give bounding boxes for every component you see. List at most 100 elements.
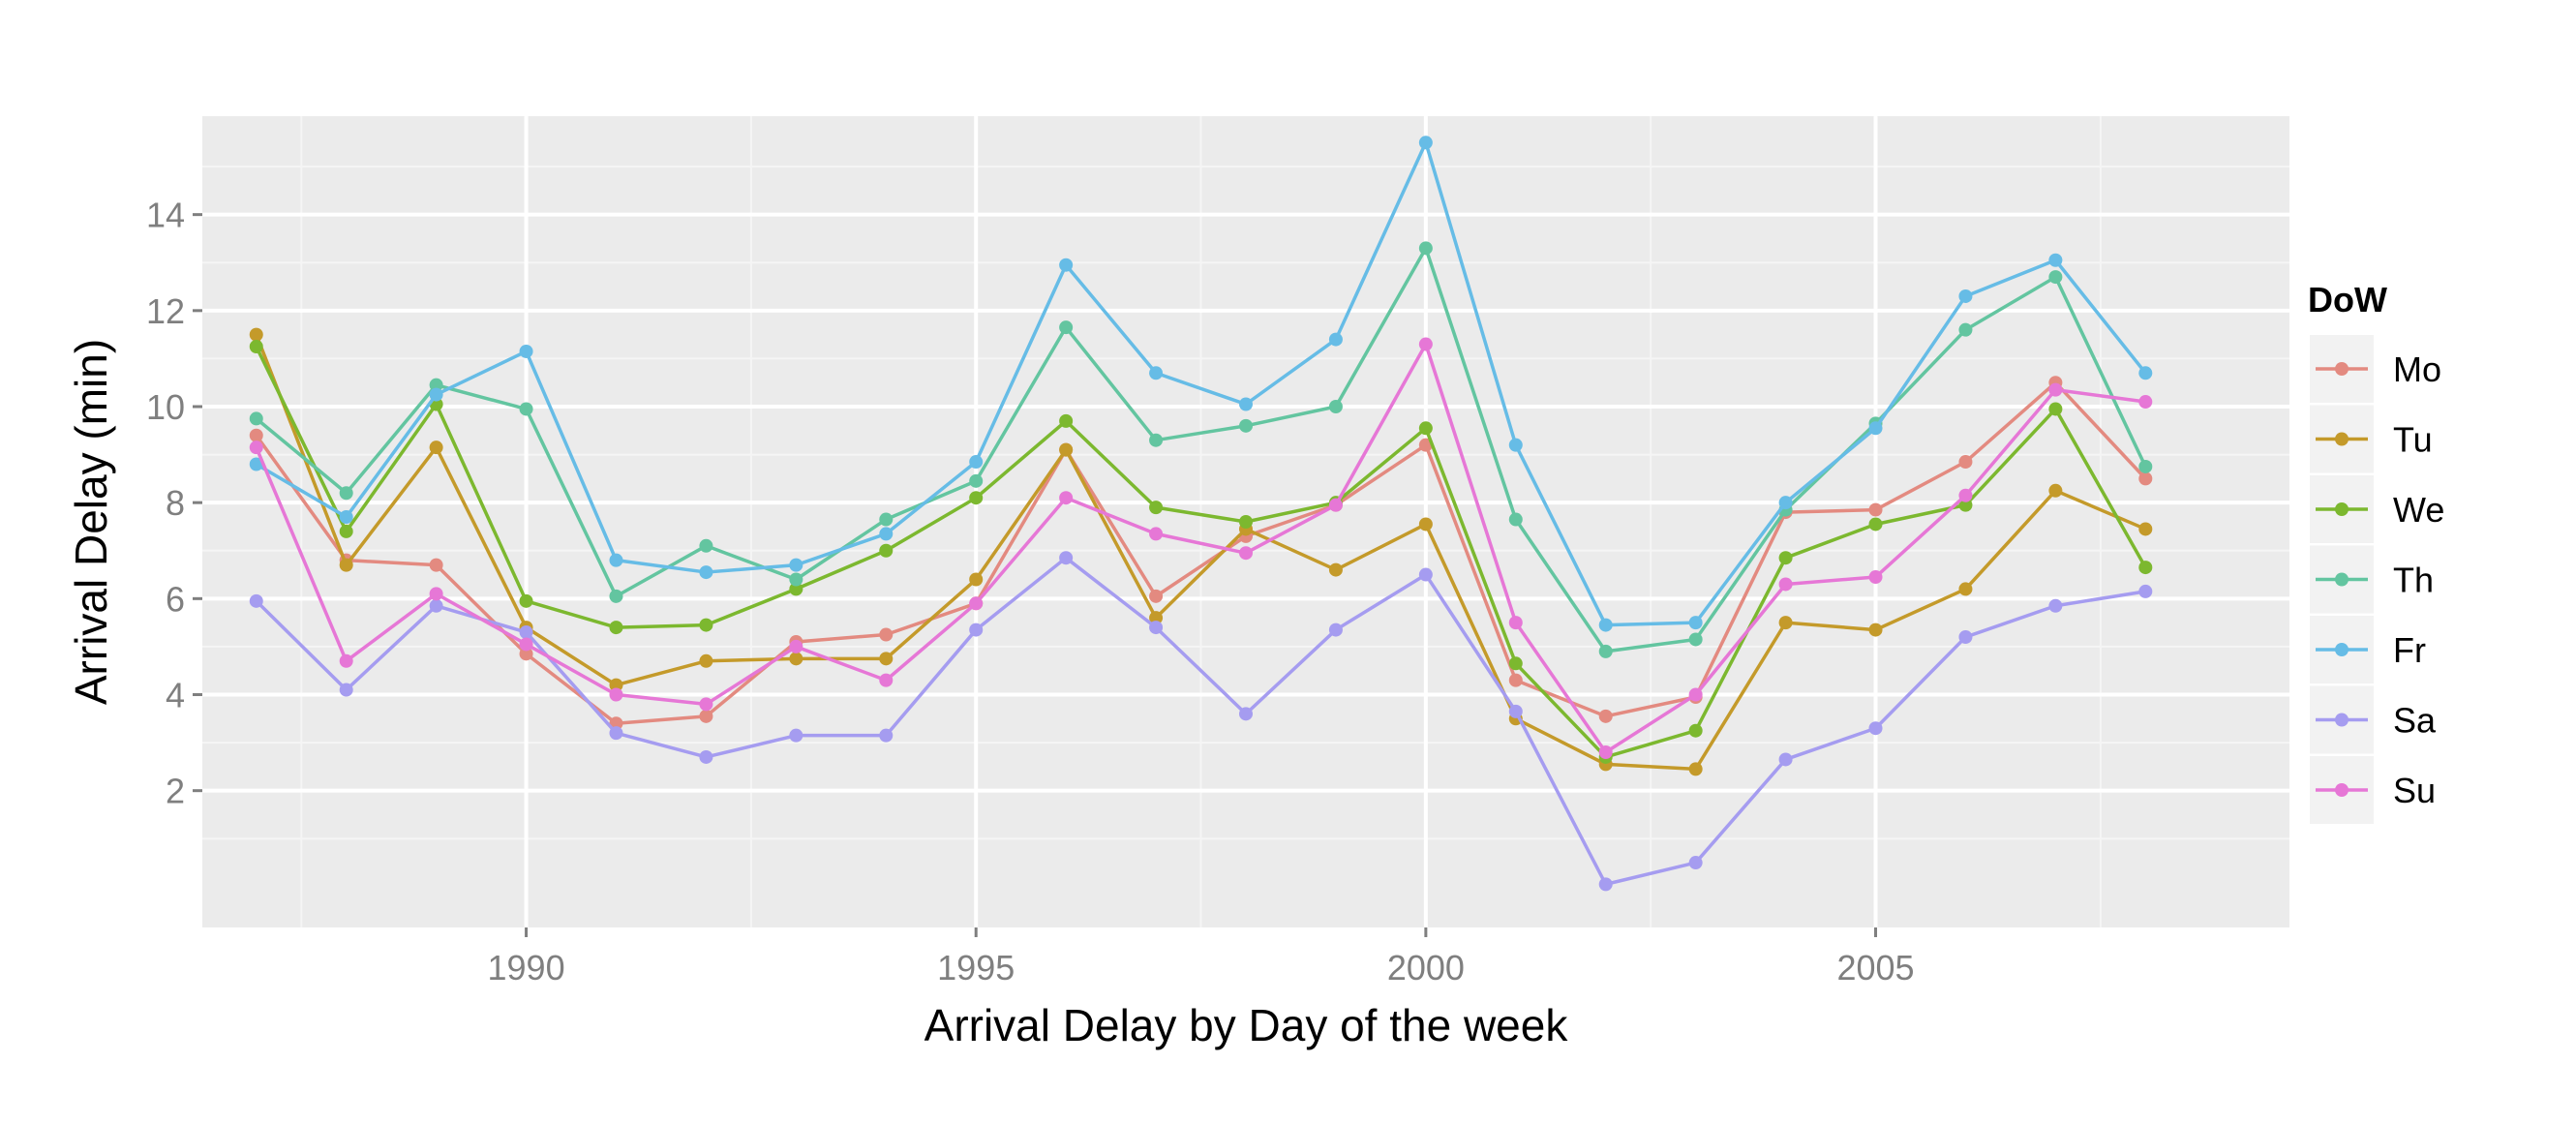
data-point-fr — [1778, 496, 1793, 510]
x-tick-label: 1995 — [937, 948, 1015, 987]
data-point-su — [1598, 745, 1613, 760]
legend: DoW Mo Tu We Th Fr Sa Su — [2308, 280, 2444, 824]
data-point-fr — [699, 565, 713, 580]
data-point-su — [1239, 546, 1253, 561]
data-point-su — [1778, 577, 1793, 592]
data-point-we — [2048, 402, 2063, 416]
data-point-sa — [1059, 551, 1074, 565]
data-point-su — [519, 637, 533, 652]
x-axis-title: Arrival Delay by Day of the week — [924, 1000, 1569, 1050]
data-point-th — [699, 538, 713, 553]
data-point-mo — [1958, 455, 1973, 470]
data-point-th — [2138, 459, 2153, 473]
data-point-tu — [1418, 517, 1433, 532]
data-point-sa — [249, 593, 263, 608]
data-point-su — [249, 440, 263, 455]
data-point-su — [609, 687, 623, 702]
legend-label: Sa — [2393, 701, 2437, 741]
data-point-mo — [519, 647, 533, 661]
series-we — [249, 340, 2153, 764]
data-point-mo — [699, 709, 713, 723]
data-point-we — [1778, 551, 1793, 565]
data-point-mo — [1508, 673, 1523, 687]
legend-key-point — [2335, 783, 2349, 797]
data-point-fr — [1239, 397, 1253, 411]
data-point-fr — [1149, 366, 1164, 380]
data-point-we — [339, 524, 353, 538]
data-point-th — [1418, 241, 1433, 256]
series-line-su — [255, 342, 2146, 754]
data-point-th — [1149, 433, 1164, 447]
data-point-fr — [249, 457, 263, 471]
data-point-fr — [789, 558, 803, 572]
data-point-mo — [879, 627, 894, 642]
data-point-th — [519, 402, 533, 416]
legend-title: DoW — [2308, 280, 2387, 319]
legend-key-point — [2335, 643, 2349, 656]
series-fr — [249, 136, 2153, 632]
data-point-fr — [1508, 438, 1523, 452]
data-point-fr — [1418, 136, 1433, 150]
data-point-mo — [429, 558, 443, 572]
data-point-th — [429, 378, 443, 392]
data-point-we — [789, 582, 803, 596]
data-point-su — [789, 639, 803, 653]
x-tick-label: 2005 — [1836, 948, 1914, 987]
legend-label: We — [2393, 490, 2444, 530]
data-point-sa — [1688, 856, 1703, 870]
data-point-sa — [2048, 598, 2063, 613]
minor-grid — [202, 116, 2289, 927]
legend-key-point — [2335, 572, 2349, 587]
data-point-su — [1059, 491, 1074, 505]
data-point-su — [699, 697, 713, 712]
data-point-su — [339, 653, 353, 668]
y-tick-label: 6 — [166, 579, 185, 619]
data-point-su — [879, 673, 894, 687]
data-point-sa — [879, 728, 894, 743]
data-point-we — [1688, 723, 1703, 738]
data-point-th — [1508, 512, 1523, 527]
data-point-th — [789, 572, 803, 587]
data-point-sa — [699, 749, 713, 764]
y-tick-label: 2 — [166, 772, 185, 811]
data-point-su — [1508, 616, 1523, 630]
data-point-we — [2138, 561, 2153, 575]
data-point-we — [1059, 413, 1074, 428]
y-tick-label: 14 — [146, 196, 185, 235]
data-point-we — [1418, 421, 1433, 436]
data-point-th — [1328, 399, 1343, 413]
data-point-fr — [609, 553, 623, 567]
data-point-tu — [879, 652, 894, 666]
data-point-th — [969, 473, 984, 488]
data-point-su — [1688, 687, 1703, 702]
data-point-we — [969, 491, 984, 505]
y-tick-label: 12 — [146, 291, 185, 331]
data-point-th — [249, 411, 263, 426]
data-point-tu — [1958, 582, 1973, 596]
y-tick-label: 8 — [166, 483, 185, 523]
legend-label: Fr — [2393, 630, 2426, 670]
data-point-fr — [969, 455, 984, 470]
data-point-we — [1958, 498, 1973, 512]
data-point-tu — [789, 652, 803, 666]
data-point-su — [1328, 498, 1343, 512]
data-point-sa — [1328, 623, 1343, 637]
data-point-we — [1149, 501, 1164, 515]
data-point-sa — [1149, 621, 1164, 635]
data-point-mo — [1149, 589, 1164, 603]
data-point-su — [969, 596, 984, 611]
data-point-we — [699, 618, 713, 632]
data-point-tu — [1778, 616, 1793, 630]
data-point-fr — [2138, 366, 2153, 380]
data-point-we — [1508, 656, 1523, 671]
data-point-tu — [969, 572, 984, 587]
data-point-we — [609, 621, 623, 635]
data-point-we — [1868, 517, 1883, 532]
data-point-tu — [1868, 623, 1883, 637]
data-point-fr — [879, 527, 894, 541]
data-point-fr — [339, 510, 353, 525]
data-point-fr — [1868, 421, 1883, 436]
series-su — [249, 337, 2153, 760]
data-point-su — [429, 587, 443, 601]
